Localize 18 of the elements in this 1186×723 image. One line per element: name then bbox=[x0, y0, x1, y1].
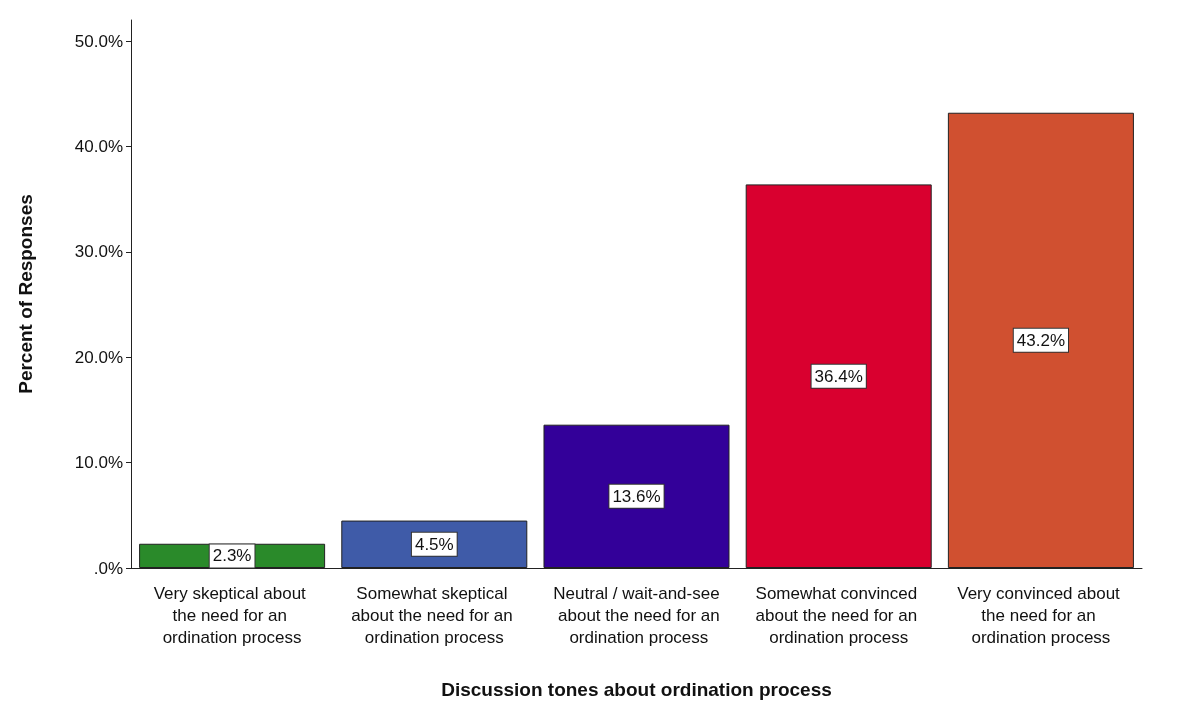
y-tick-label: 30.0% bbox=[74, 242, 123, 262]
x-tick-label: Very convinced about the need for an ordination process bbox=[957, 583, 1125, 647]
x-tick-label: Very skeptical about the need for an ordination process bbox=[153, 583, 311, 647]
data-label: 36.4% bbox=[814, 366, 863, 386]
data-label: 13.6% bbox=[612, 486, 661, 506]
data-label: 43.2% bbox=[1016, 330, 1065, 350]
y-tick-label: 50.0% bbox=[74, 31, 123, 51]
y-tick-label: 20.0% bbox=[74, 347, 123, 367]
y-tick-label: 10.0% bbox=[74, 453, 123, 473]
data-label: 2.3% bbox=[212, 546, 252, 566]
x-tick-label: Somewhat convinced about the need for an ordination process bbox=[755, 583, 922, 647]
x-tick-label: Neutral / wait-and-see about the need for an ordination process bbox=[553, 583, 720, 647]
x-axis-title: Discussion tones about ordination process bbox=[441, 679, 832, 700]
data-label: 4.5% bbox=[414, 534, 454, 554]
x-tick-label: Somewhat skeptical about the need for an ordination process bbox=[351, 583, 518, 647]
y-tick-label: 40.0% bbox=[74, 136, 123, 156]
y-axis-title: Percent of Responses bbox=[15, 194, 36, 394]
y-tick-label: .0% bbox=[93, 558, 123, 578]
